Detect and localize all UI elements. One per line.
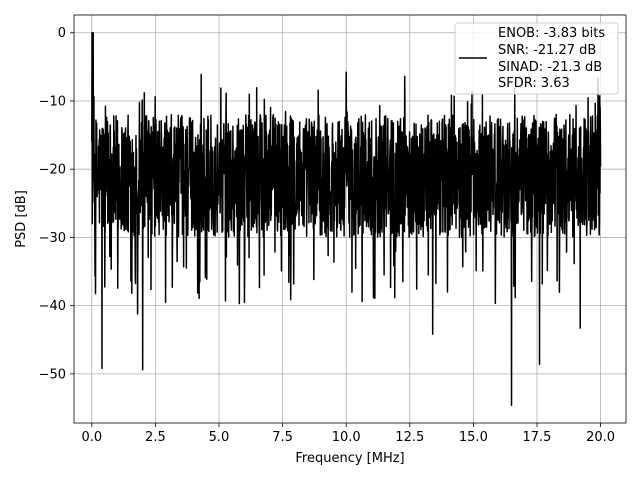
y-tick-label: −40	[39, 299, 66, 314]
legend-sfdr: SFDR: 3.63	[498, 76, 570, 91]
x-axis-label: Frequency [MHz]	[295, 451, 404, 466]
x-tick-label: 0.0	[81, 430, 102, 445]
x-tick-label: 2.5	[145, 430, 166, 445]
y-axis-ticks: 0 −10 −20 −30 −40 −50	[39, 26, 74, 382]
y-tick-label: 0	[58, 26, 66, 41]
x-tick-label: 15.0	[459, 430, 488, 445]
x-tick-label: 17.5	[522, 430, 551, 445]
x-tick-label: 20.0	[586, 430, 615, 445]
legend-sinad: SINAD: -21.3 dB	[498, 60, 602, 75]
x-axis-ticks: 0.0 2.5 5.0 7.5 10.0 12.5 15.0 17.5 20.0	[81, 423, 615, 445]
y-tick-label: −10	[39, 94, 66, 109]
legend-snr: SNR: -21.27 dB	[498, 43, 596, 58]
x-tick-label: 10.0	[332, 430, 361, 445]
y-axis-label: PSD [dB]	[14, 190, 29, 248]
legend: ENOB: -3.83 bits SNR: -21.27 dB SINAD: -…	[454, 22, 619, 95]
x-tick-label: 5.0	[209, 430, 230, 445]
legend-enob: ENOB: -3.83 bits	[498, 26, 605, 41]
y-tick-label: −50	[39, 367, 66, 382]
plot-frame	[73, 14, 627, 424]
x-tick-label: 7.5	[272, 430, 293, 445]
x-tick-label: 12.5	[395, 430, 424, 445]
psd-series-line	[91, 31, 602, 407]
y-tick-label: −20	[39, 163, 66, 178]
legend-box	[454, 22, 619, 95]
y-tick-label: −30	[39, 231, 66, 246]
